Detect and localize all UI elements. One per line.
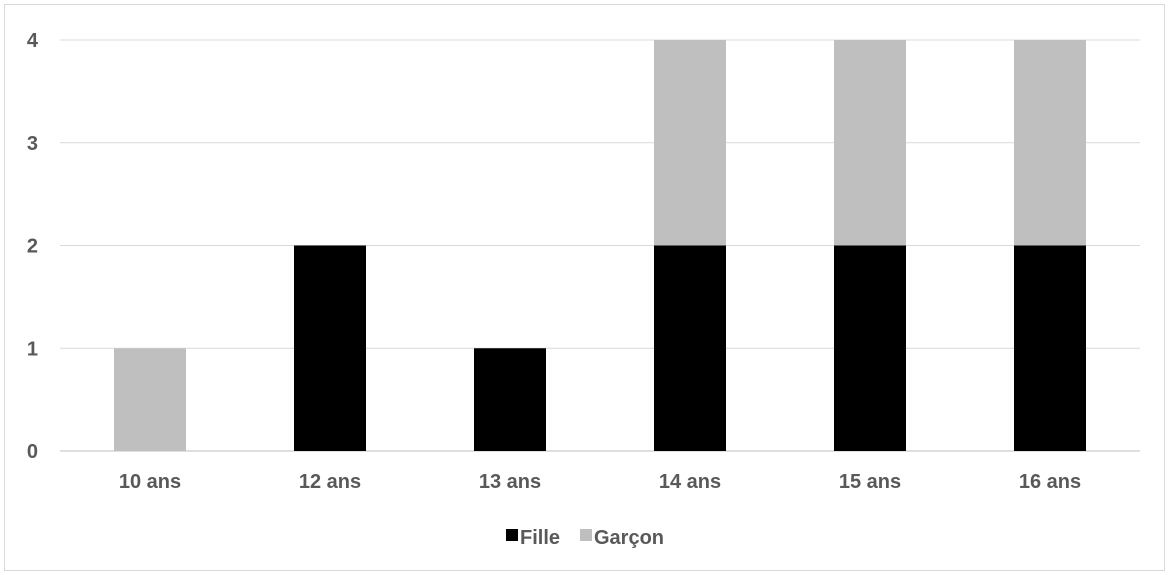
- bar-gar-on: [114, 348, 186, 451]
- chart-frame: [4, 4, 1165, 571]
- bar-fille: [834, 245, 906, 451]
- bar-fille: [294, 245, 366, 451]
- x-tick-labels: 10 ans 12 ans 13 ans 14 ans 15 ans 16 ans: [119, 471, 1081, 493]
- legend-swatch: [506, 529, 518, 541]
- bar-fille: [474, 348, 546, 451]
- legend-label: Garçon: [594, 527, 664, 549]
- bar-gar-on: [1014, 40, 1086, 246]
- bars: [114, 40, 1086, 451]
- x-tick-label: 15 ans: [839, 471, 901, 493]
- y-tick-label: 0: [27, 441, 38, 463]
- y-tick-label: 3: [27, 133, 38, 155]
- x-tick-label: 14 ans: [659, 471, 721, 493]
- y-tick-label: 4: [27, 30, 39, 52]
- bar-gar-on: [834, 40, 906, 246]
- y-tick-label: 2: [27, 236, 38, 258]
- x-tick-label: 13 ans: [479, 471, 541, 493]
- x-tick-label: 16 ans: [1019, 471, 1081, 493]
- y-tick-labels: 0 1 2 3 4: [27, 30, 39, 463]
- gridlines: [60, 39, 1140, 452]
- x-tick-label: 10 ans: [119, 471, 181, 493]
- legend-label: Fille: [520, 527, 560, 549]
- bar-fille: [654, 245, 726, 451]
- y-tick-label: 1: [27, 338, 38, 360]
- bar-fille: [1014, 245, 1086, 451]
- legend-swatch: [580, 529, 592, 541]
- legend: Fille Garçon: [506, 527, 664, 549]
- x-tick-label: 12 ans: [299, 471, 361, 493]
- bar-gar-on: [654, 40, 726, 246]
